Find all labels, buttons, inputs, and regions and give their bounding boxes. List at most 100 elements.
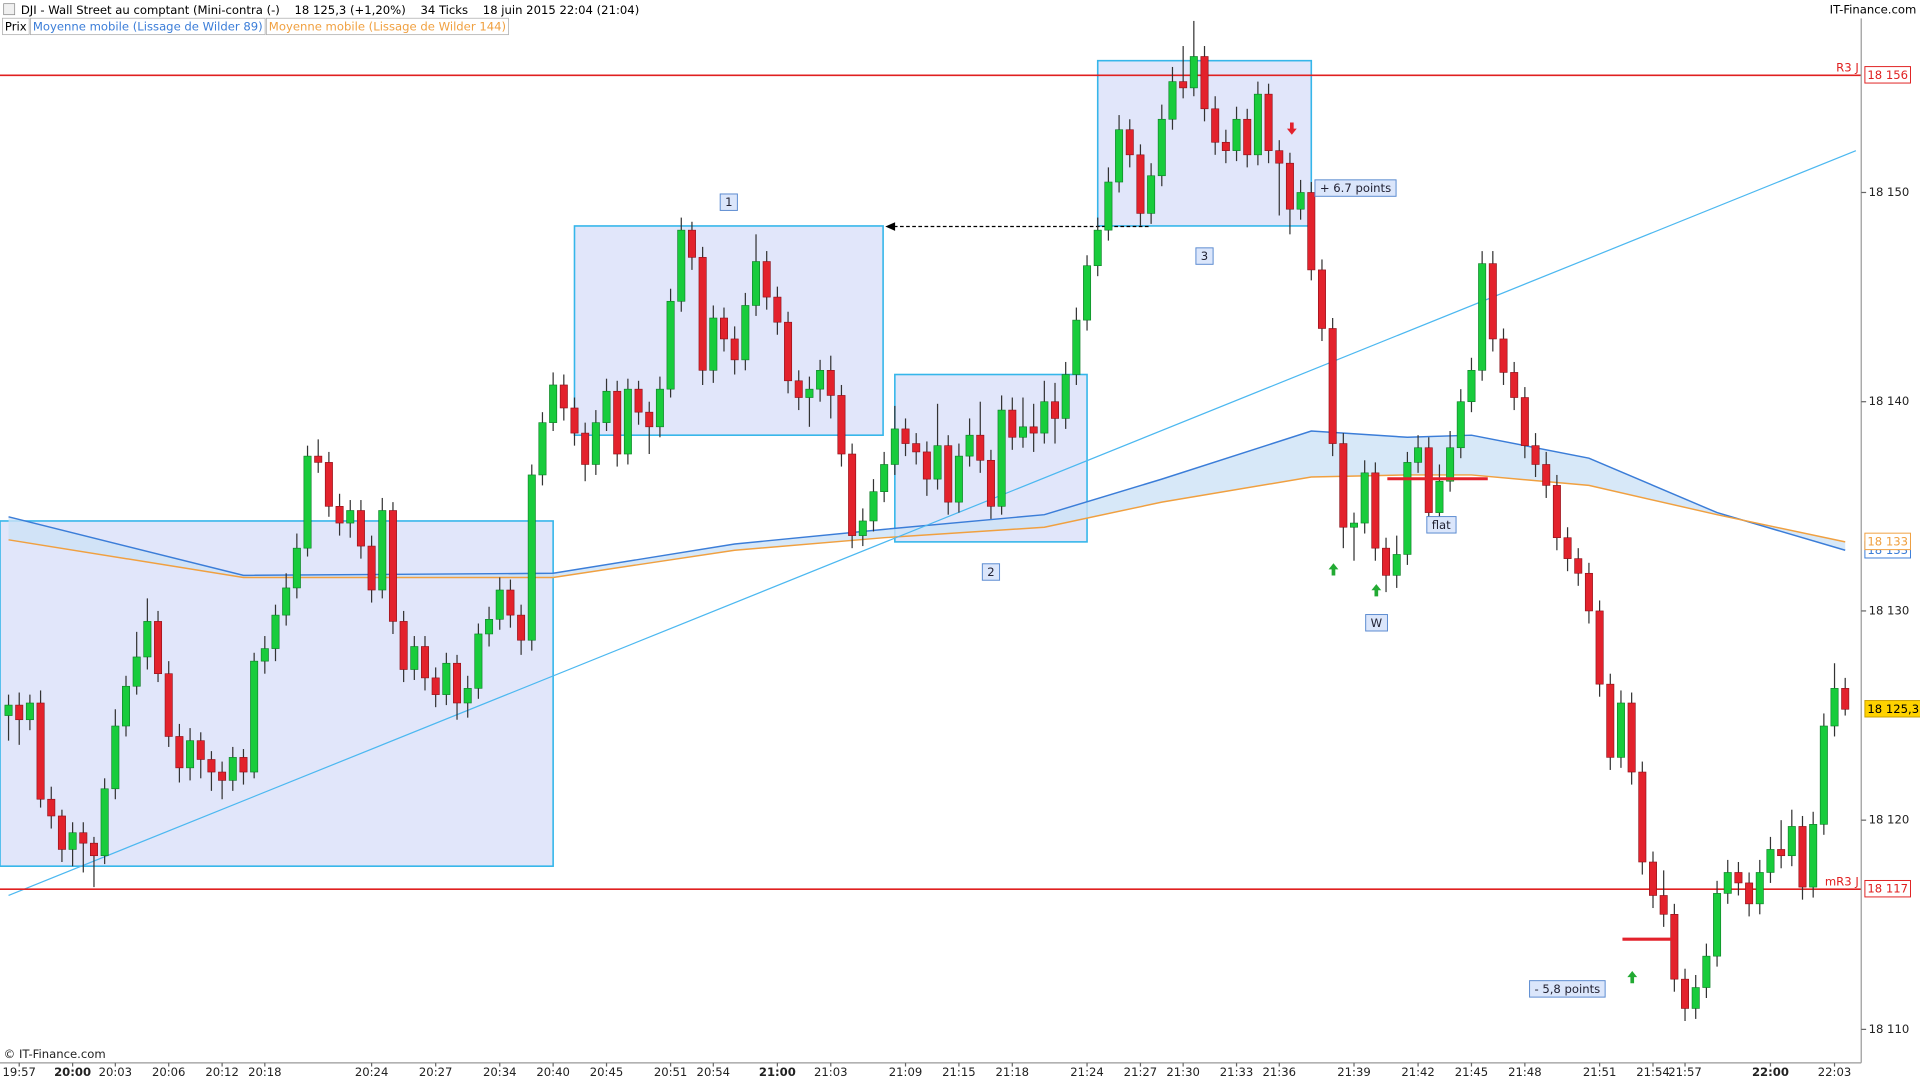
candle-body	[25, 702, 34, 721]
candle-body	[143, 621, 152, 658]
candle-body	[4, 704, 13, 716]
header-price-text: 18 125,3 (+1,20%)	[295, 2, 406, 16]
candle-body	[1809, 824, 1818, 888]
y-tick-label: 18 110	[1869, 1022, 1910, 1036]
header-bar	[0, 0, 1920, 19]
candle-body	[645, 411, 654, 428]
candle-body	[1307, 192, 1316, 271]
annotation: - 5,8 points	[1534, 982, 1600, 996]
candle-body	[324, 462, 333, 507]
candle-body	[485, 618, 494, 635]
candle-body	[1243, 118, 1252, 156]
candle-body	[1104, 181, 1113, 231]
candle-body	[698, 257, 707, 371]
candle-body	[794, 380, 803, 398]
x-tick-label: 20:51	[654, 1065, 688, 1079]
header-title: DJI - Wall Street au comptant (Mini-cont…	[21, 2, 280, 16]
level-name: R3 J	[1836, 60, 1859, 74]
x-tick-label: 21:57	[1668, 1065, 1702, 1079]
candle-body	[1211, 108, 1220, 143]
x-tick-label: 21:54	[1636, 1065, 1670, 1079]
up-arrow	[1328, 563, 1339, 576]
x-tick-label: 21:03	[814, 1065, 848, 1079]
candle-body	[1392, 554, 1401, 576]
candle-body	[1542, 464, 1551, 486]
candle-body	[1179, 81, 1188, 89]
candle-body	[1360, 472, 1369, 524]
candle-body	[228, 757, 237, 781]
candle-body	[79, 832, 88, 844]
legend-entry-box	[265, 17, 509, 36]
candle-body	[1478, 263, 1487, 371]
candle-body	[720, 317, 728, 340]
candle-body	[431, 677, 440, 695]
candle-body	[1072, 319, 1081, 375]
last-price-label-box	[1864, 700, 1920, 718]
candle-body	[175, 736, 184, 769]
candle-body	[1403, 462, 1412, 555]
candle-body	[677, 229, 686, 302]
candle-body	[421, 646, 429, 679]
candle-body	[741, 305, 750, 361]
x-tick-label: 21:27	[1124, 1065, 1158, 1079]
candle-body	[506, 589, 515, 616]
candle-body	[154, 621, 163, 675]
candle-body	[1777, 849, 1786, 857]
candle-body	[901, 428, 910, 444]
copyright: © IT-Finance.com	[4, 1047, 106, 1061]
last-price-label: 18 125,3	[1867, 702, 1919, 716]
x-tick-label: 19:57	[2, 1065, 36, 1079]
candle-body	[1414, 447, 1423, 463]
candle-body	[1051, 401, 1059, 419]
legend-entry-box	[30, 17, 266, 36]
x-tick-label: 21:33	[1220, 1065, 1254, 1079]
candle-body	[848, 453, 857, 536]
candle-body	[1157, 118, 1166, 177]
candle-body	[1659, 895, 1668, 915]
candle-body	[346, 510, 355, 524]
candle-body	[442, 662, 451, 695]
candle-body	[1371, 472, 1380, 549]
candle-body	[549, 384, 558, 423]
candle-body	[314, 455, 323, 463]
candle-body	[784, 321, 793, 382]
x-axis-panel	[0, 1062, 1920, 1080]
zone-label-box	[981, 563, 1001, 581]
candle-body	[1285, 162, 1294, 210]
candle-body	[1264, 93, 1273, 151]
x-tick-label: 21:48	[1508, 1065, 1542, 1079]
candle-body	[1841, 688, 1850, 710]
candle-body	[1681, 978, 1690, 1009]
legend-label: Prix	[5, 19, 27, 33]
x-tick-label: 21:39	[1337, 1065, 1371, 1079]
candle-body	[1168, 81, 1177, 120]
candle-body	[613, 390, 622, 455]
candle-body	[709, 317, 718, 371]
candle-body	[602, 390, 611, 423]
candle-body	[1115, 129, 1124, 183]
candle-body	[292, 547, 301, 589]
candle-body	[1713, 893, 1722, 957]
x-tick-label: 21:30	[1166, 1065, 1200, 1079]
candle-body	[1606, 683, 1615, 758]
candle-body	[1691, 987, 1700, 1009]
candle-body	[378, 510, 387, 591]
candle-body	[922, 451, 931, 480]
x-tick-label: 20:00	[54, 1065, 91, 1079]
legend-label-box	[2, 17, 30, 36]
x-tick-label: 21:42	[1401, 1065, 1435, 1079]
x-tick-label: 21:09	[889, 1065, 923, 1079]
candle-body	[517, 614, 526, 641]
candle-body	[773, 296, 782, 323]
candle-body	[1253, 93, 1262, 156]
candle-body	[1584, 572, 1593, 612]
level-label-box	[1864, 66, 1911, 84]
candle-body	[666, 300, 675, 390]
candle-body	[303, 455, 312, 549]
y-tick-label: 18 150	[1869, 185, 1910, 199]
zone-label: 1	[725, 195, 732, 209]
annotation-box	[1426, 516, 1457, 534]
candle-body	[1435, 480, 1444, 513]
candle-body	[1147, 175, 1156, 214]
